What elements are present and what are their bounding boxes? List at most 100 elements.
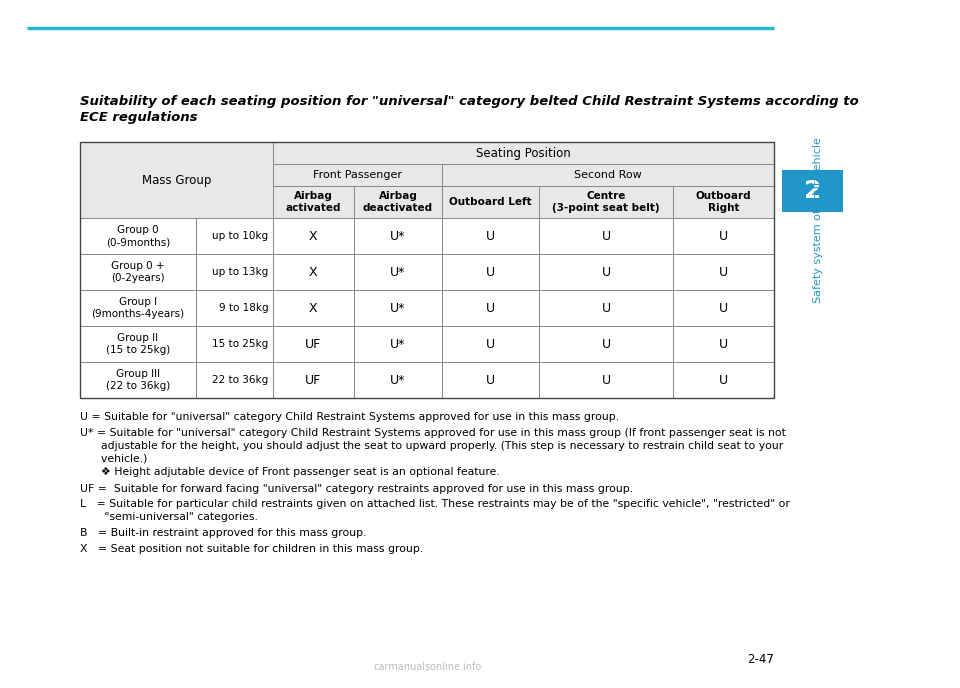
FancyBboxPatch shape — [273, 164, 443, 186]
FancyBboxPatch shape — [673, 186, 774, 218]
Text: U: U — [486, 301, 495, 314]
FancyBboxPatch shape — [196, 218, 273, 254]
Text: X   = Seat position not suitable for children in this mass group.: X = Seat position not suitable for child… — [81, 544, 423, 554]
Text: Outboard Left: Outboard Left — [449, 197, 532, 207]
Text: U: U — [601, 374, 611, 387]
FancyBboxPatch shape — [673, 218, 774, 254]
Text: Group I
(9months-4years): Group I (9months-4years) — [91, 297, 184, 319]
FancyBboxPatch shape — [539, 326, 673, 362]
Text: U*: U* — [391, 338, 406, 350]
Text: U: U — [719, 230, 728, 242]
Text: up to 10kg: up to 10kg — [212, 231, 269, 241]
FancyBboxPatch shape — [443, 186, 539, 218]
FancyBboxPatch shape — [81, 290, 196, 326]
Text: Seating Position: Seating Position — [476, 147, 570, 160]
Text: B   = Built-in restraint approved for this mass group.: B = Built-in restraint approved for this… — [81, 528, 367, 538]
Text: Group III
(22 to 36kg): Group III (22 to 36kg) — [106, 369, 170, 391]
FancyBboxPatch shape — [353, 362, 443, 398]
FancyBboxPatch shape — [539, 218, 673, 254]
Text: Airbag
activated: Airbag activated — [285, 191, 341, 213]
FancyBboxPatch shape — [196, 254, 273, 290]
Text: U: U — [486, 230, 495, 242]
Text: UF =  Suitable for forward facing "universal" category restraints approved for u: UF = Suitable for forward facing "univer… — [81, 484, 634, 493]
Text: U* = Suitable for "universal" category Child Restraint Systems approved for use : U* = Suitable for "universal" category C… — [81, 427, 786, 477]
FancyBboxPatch shape — [196, 326, 273, 362]
Text: Group 0
(0-9months): Group 0 (0-9months) — [106, 225, 170, 247]
Text: X: X — [309, 301, 318, 314]
Text: carmanualsonline.info: carmanualsonline.info — [373, 662, 482, 672]
FancyBboxPatch shape — [539, 290, 673, 326]
FancyBboxPatch shape — [443, 254, 539, 290]
Text: Group 0 +
(0-2years): Group 0 + (0-2years) — [111, 261, 165, 283]
Text: U: U — [486, 338, 495, 350]
Text: X: X — [309, 266, 318, 279]
Text: UF: UF — [305, 374, 322, 387]
FancyBboxPatch shape — [273, 186, 353, 218]
FancyBboxPatch shape — [539, 362, 673, 398]
FancyBboxPatch shape — [443, 218, 539, 254]
Text: U: U — [601, 230, 611, 242]
FancyBboxPatch shape — [81, 218, 196, 254]
FancyBboxPatch shape — [81, 326, 196, 362]
Text: Outboard
Right: Outboard Right — [696, 191, 752, 213]
Text: U*: U* — [391, 374, 406, 387]
Text: 2: 2 — [804, 179, 822, 203]
Text: U: U — [719, 374, 728, 387]
FancyBboxPatch shape — [353, 326, 443, 362]
Text: U: U — [719, 301, 728, 314]
FancyBboxPatch shape — [443, 326, 539, 362]
Text: U*: U* — [391, 230, 406, 242]
Text: U: U — [601, 266, 611, 279]
Text: U: U — [601, 338, 611, 350]
Text: U: U — [719, 338, 728, 350]
FancyBboxPatch shape — [273, 218, 353, 254]
FancyBboxPatch shape — [443, 164, 774, 186]
FancyBboxPatch shape — [353, 290, 443, 326]
FancyBboxPatch shape — [196, 290, 273, 326]
Text: 15 to 25kg: 15 to 25kg — [212, 339, 269, 349]
Text: Centre
(3-point seat belt): Centre (3-point seat belt) — [552, 191, 660, 213]
Text: U*: U* — [391, 301, 406, 314]
FancyBboxPatch shape — [273, 362, 353, 398]
FancyBboxPatch shape — [353, 186, 443, 218]
Text: U: U — [719, 266, 728, 279]
Text: Group II
(15 to 25kg): Group II (15 to 25kg) — [106, 333, 170, 355]
Text: 22 to 36kg: 22 to 36kg — [212, 375, 269, 385]
FancyBboxPatch shape — [81, 142, 273, 218]
Text: up to 13kg: up to 13kg — [212, 267, 269, 277]
Text: UF: UF — [305, 338, 322, 350]
Text: U: U — [601, 301, 611, 314]
Text: U: U — [486, 266, 495, 279]
FancyBboxPatch shape — [273, 290, 353, 326]
FancyBboxPatch shape — [539, 254, 673, 290]
Text: U: U — [486, 374, 495, 387]
FancyBboxPatch shape — [782, 170, 843, 212]
FancyBboxPatch shape — [81, 254, 196, 290]
Text: 2-47: 2-47 — [747, 653, 774, 666]
FancyBboxPatch shape — [273, 326, 353, 362]
Text: Front Passenger: Front Passenger — [313, 170, 402, 180]
FancyBboxPatch shape — [673, 290, 774, 326]
FancyBboxPatch shape — [81, 362, 196, 398]
Text: U*: U* — [391, 266, 406, 279]
Text: L   = Suitable for particular child restraints given on attached list. These res: L = Suitable for particular child restra… — [81, 499, 790, 522]
Text: 9 to 18kg: 9 to 18kg — [219, 303, 269, 313]
FancyBboxPatch shape — [443, 290, 539, 326]
FancyBboxPatch shape — [673, 254, 774, 290]
FancyBboxPatch shape — [673, 362, 774, 398]
FancyBboxPatch shape — [273, 142, 774, 164]
Text: Suitability of each seating position for "universal" category belted Child Restr: Suitability of each seating position for… — [81, 95, 859, 108]
FancyBboxPatch shape — [196, 362, 273, 398]
FancyBboxPatch shape — [539, 186, 673, 218]
FancyBboxPatch shape — [353, 218, 443, 254]
FancyBboxPatch shape — [443, 362, 539, 398]
FancyBboxPatch shape — [273, 254, 353, 290]
Text: Second Row: Second Row — [574, 170, 642, 180]
FancyBboxPatch shape — [353, 254, 443, 290]
Text: Mass Group: Mass Group — [142, 173, 211, 186]
Text: ECE regulations: ECE regulations — [81, 111, 198, 124]
FancyBboxPatch shape — [673, 326, 774, 362]
Text: Safety system of your vehicle: Safety system of your vehicle — [813, 137, 823, 303]
Text: X: X — [309, 230, 318, 242]
Text: U = Suitable for "universal" category Child Restraint Systems approved for use i: U = Suitable for "universal" category Ch… — [81, 412, 619, 422]
